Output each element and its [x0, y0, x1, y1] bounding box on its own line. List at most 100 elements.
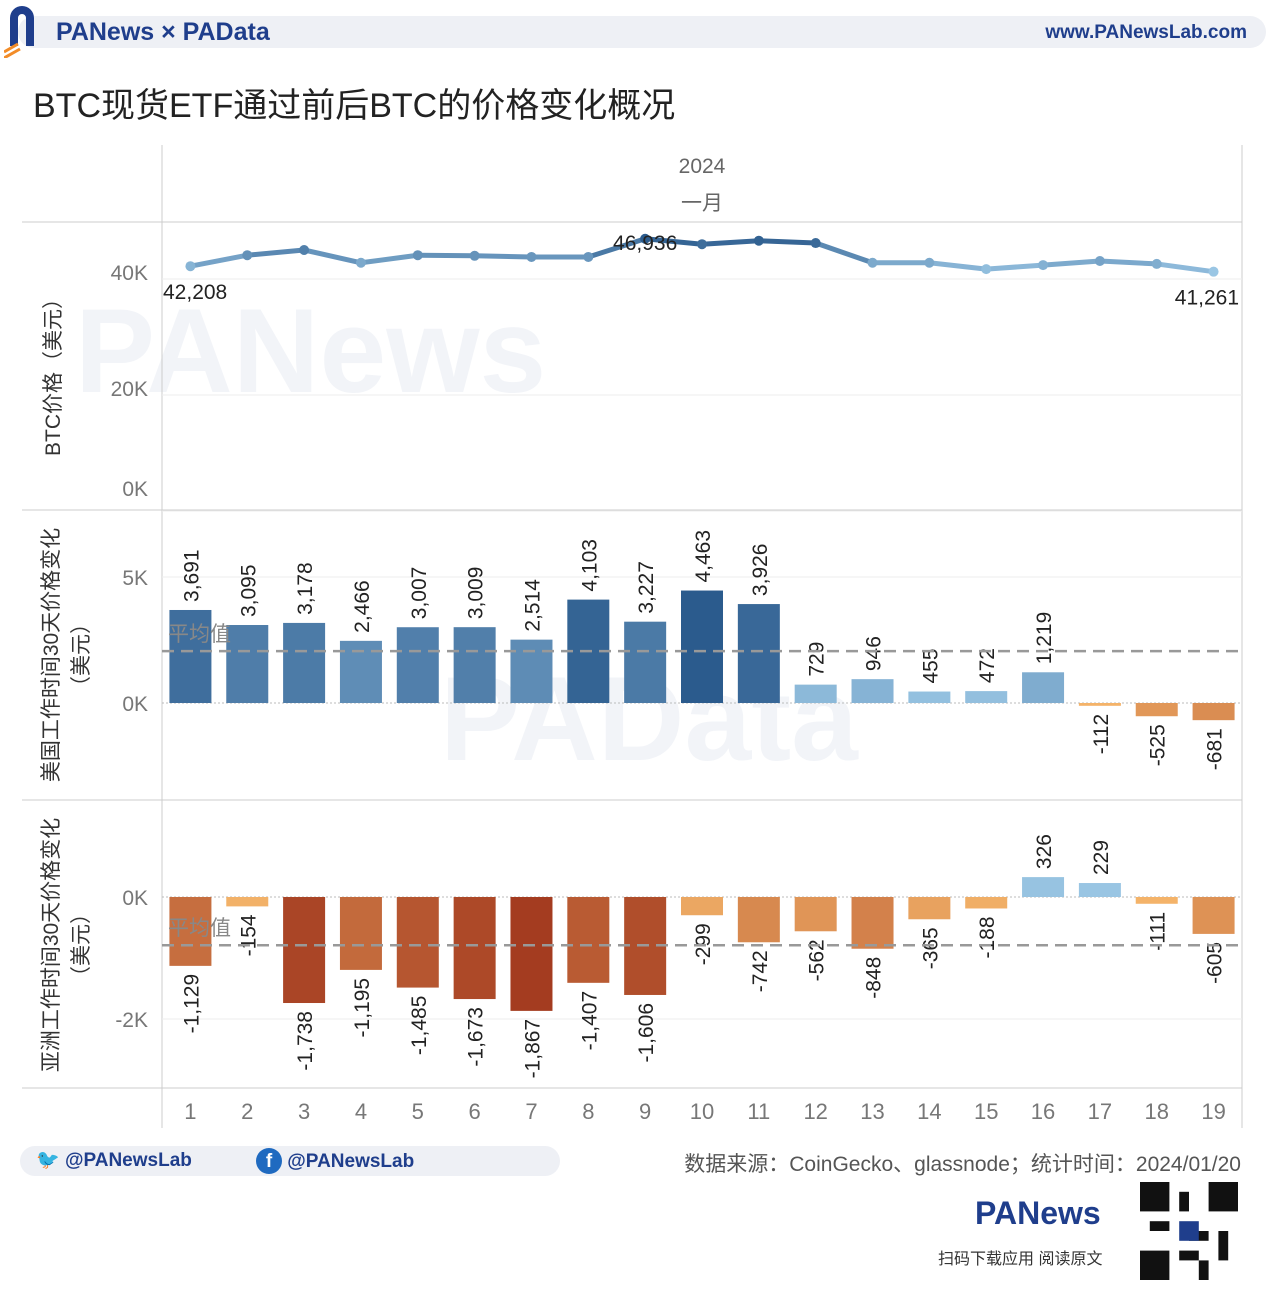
price-point[interactable] — [299, 245, 310, 255]
bar[interactable] — [1135, 703, 1178, 717]
price-point[interactable] — [526, 251, 537, 262]
price-point[interactable] — [1151, 258, 1162, 269]
bar[interactable] — [908, 691, 951, 703]
bar[interactable] — [737, 897, 780, 943]
site-url[interactable]: www.PANewsLab.com — [1045, 22, 1247, 43]
price-point[interactable] — [753, 235, 764, 246]
price-line-segment — [187, 252, 250, 269]
price-point[interactable] — [185, 261, 196, 272]
bar[interactable] — [737, 604, 780, 703]
bar[interactable] — [567, 897, 610, 983]
bar-value-label: -1,738 — [294, 1011, 317, 1071]
footer-bar — [20, 1146, 560, 1176]
price-point[interactable] — [1208, 266, 1219, 277]
twitter-handle: @PANewsLab — [64, 1150, 192, 1171]
bar[interactable] — [283, 897, 326, 1004]
price-point[interactable] — [242, 250, 253, 261]
bar[interactable] — [169, 897, 212, 966]
bar[interactable] — [965, 691, 1008, 703]
bar[interactable] — [965, 897, 1008, 909]
bar-value-label: -742 — [749, 950, 772, 992]
facebook-handle: @PANewsLab — [287, 1151, 415, 1172]
bar[interactable] — [1078, 883, 1121, 897]
bar[interactable] — [681, 590, 723, 703]
bar[interactable] — [169, 609, 212, 703]
price-point[interactable] — [355, 257, 366, 268]
bar[interactable] — [851, 897, 894, 949]
bar-value-label: 3,095 — [237, 564, 260, 617]
price-line-segment — [642, 236, 705, 247]
bar[interactable] — [1135, 897, 1178, 904]
brand-title: PANews × PAData — [56, 18, 270, 46]
bar[interactable] — [1078, 703, 1121, 706]
bar-value-label: 455 — [919, 648, 942, 683]
bar[interactable] — [794, 897, 837, 932]
bar-value-label: 3,009 — [465, 567, 488, 620]
bar[interactable] — [1192, 897, 1235, 934]
bar[interactable] — [510, 897, 553, 1011]
data-source: 数据来源：CoinGecko、glassnode；统计时间：2024/01/20 — [684, 1153, 1241, 1176]
y-axis-title: 亚洲工作时间30天价格变化 — [40, 818, 63, 1072]
bar-value-label: -1,195 — [351, 978, 374, 1038]
x-tick-label: 9 — [639, 1099, 651, 1124]
bar-value-label: -1,485 — [408, 996, 431, 1056]
price-point[interactable] — [697, 239, 707, 250]
price-point[interactable] — [867, 257, 878, 268]
bar[interactable] — [1022, 672, 1065, 703]
month-header: 一月 — [681, 192, 723, 215]
bar-value-label: -1,407 — [578, 991, 601, 1051]
qr-code-icon[interactable] — [1140, 1182, 1238, 1280]
bar-value-label: -188 — [976, 916, 999, 958]
bar[interactable] — [339, 897, 382, 970]
x-tick-label: 18 — [1144, 1099, 1168, 1124]
bar[interactable] — [681, 897, 723, 916]
bar[interactable] — [396, 897, 439, 988]
price-line-segment — [813, 240, 876, 266]
price-point[interactable] — [981, 264, 992, 275]
price-point[interactable] — [924, 257, 935, 268]
bar[interactable] — [226, 625, 269, 703]
bar[interactable] — [1192, 703, 1235, 721]
bar[interactable] — [624, 621, 667, 703]
x-tick-label: 16 — [1031, 1099, 1055, 1124]
bar-value-label: -1,129 — [180, 974, 203, 1034]
price-point[interactable] — [810, 238, 821, 249]
bar[interactable] — [851, 679, 894, 703]
price-point[interactable] — [469, 250, 480, 261]
y-tick-label: 0K — [122, 478, 148, 501]
x-tick-label: 4 — [355, 1099, 367, 1124]
y-tick-label: 5K — [122, 567, 148, 590]
x-tick-label: 17 — [1088, 1099, 1112, 1124]
price-point[interactable] — [640, 233, 651, 244]
price-line-segment — [756, 238, 819, 246]
bar[interactable] — [908, 897, 951, 920]
bar[interactable] — [510, 639, 553, 703]
bar-value-label: 3,691 — [180, 549, 203, 602]
page-title: BTC现货ETF通过前后BTC的价格变化概况 — [33, 87, 676, 125]
x-tick-label: 5 — [412, 1099, 424, 1124]
y-axis-title: BTC价格（美元） — [42, 288, 65, 456]
twitter-link[interactable]: 🐦 @PANewsLab — [36, 1148, 192, 1172]
price-point[interactable] — [412, 250, 423, 261]
facebook-link[interactable]: f @PANewsLab — [256, 1148, 414, 1174]
y-axis-title: 美国工作时间30天价格变化 — [40, 528, 63, 782]
price-data-label: 42,208 — [163, 281, 227, 304]
bar[interactable] — [283, 622, 326, 703]
price-data-label: 46,936 — [613, 232, 677, 255]
twitter-icon: 🐦 — [36, 1150, 60, 1171]
bar[interactable] — [226, 897, 269, 907]
bar-value-label: -562 — [806, 939, 829, 981]
bar[interactable] — [453, 627, 496, 703]
bar-value-label: -111 — [1147, 912, 1170, 951]
price-line-segment — [244, 247, 307, 258]
price-point[interactable] — [1038, 260, 1049, 271]
bar[interactable] — [794, 684, 837, 703]
bar[interactable] — [1022, 877, 1065, 897]
bar-value-label: 3,227 — [635, 561, 658, 614]
bar-value-label: -1,673 — [465, 1007, 488, 1067]
bar[interactable] — [453, 897, 496, 1000]
price-point[interactable] — [1094, 256, 1105, 267]
bar[interactable] — [396, 627, 439, 703]
x-tick-label: 14 — [917, 1099, 941, 1124]
price-point[interactable] — [583, 251, 594, 262]
